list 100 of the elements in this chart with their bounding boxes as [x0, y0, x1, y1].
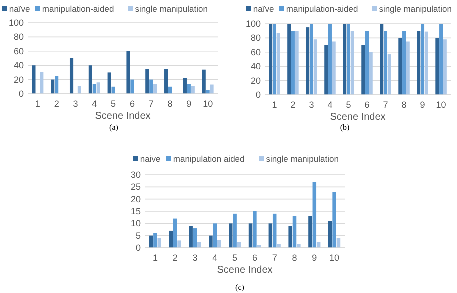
x-tick-label: 4	[92, 99, 98, 109]
bar	[347, 24, 350, 95]
x-tick-label: 9	[186, 99, 192, 109]
bar	[308, 216, 312, 248]
bar	[384, 31, 388, 95]
bar	[257, 245, 261, 248]
bar	[440, 24, 444, 95]
bar	[164, 69, 168, 94]
bar	[406, 42, 410, 95]
x-tick-label: 5	[111, 99, 116, 109]
bar	[402, 31, 406, 95]
bar	[158, 238, 162, 248]
x-tick-label: 7	[383, 100, 388, 110]
y-tick-label: 0	[136, 243, 141, 253]
bar	[332, 192, 336, 248]
x-tick-label: 9	[420, 100, 426, 110]
bar	[92, 84, 96, 94]
bar	[183, 78, 187, 94]
x-tick-label: 6	[364, 100, 370, 110]
y-tick-label: 40	[14, 60, 24, 71]
bar	[272, 214, 277, 248]
bar	[424, 32, 428, 95]
text: (a)	[110, 123, 119, 132]
legend-label: naïve	[253, 4, 274, 14]
x-tick-label: 5	[232, 253, 238, 263]
x-tick-label: 1	[152, 253, 158, 263]
x-tick-label: 1	[35, 99, 40, 109]
y-tick-label: 30	[130, 170, 141, 180]
bar	[253, 212, 257, 248]
bar	[269, 24, 273, 95]
x-tick-label: 6	[130, 99, 135, 109]
bar	[210, 84, 214, 94]
bar	[388, 54, 392, 95]
x-tick-label: 3	[309, 100, 314, 110]
bar	[55, 76, 59, 94]
bar	[193, 228, 198, 248]
bar	[198, 242, 202, 248]
x-tick-label: 3	[73, 99, 78, 109]
bar	[96, 82, 100, 94]
x-tick-label: 9	[312, 253, 318, 263]
bar	[202, 70, 206, 94]
x-axis-title: Scene Index	[330, 112, 386, 123]
legend-label: manipulation-aided	[42, 4, 114, 14]
y-tick-label: 60	[250, 47, 261, 58]
legend-label: single manipulation	[379, 4, 452, 14]
bar	[213, 224, 218, 248]
bar	[443, 40, 447, 95]
bar	[314, 40, 318, 95]
bar	[130, 80, 134, 94]
y-tick-label: 10	[130, 218, 141, 229]
bar	[312, 182, 317, 248]
bar	[191, 86, 195, 94]
bar	[295, 31, 299, 95]
bar	[366, 31, 369, 95]
x-axis-title: Scene Index	[95, 111, 151, 122]
y-tick-label: 40	[250, 62, 261, 72]
x-tick-label: 7	[148, 99, 154, 109]
x-tick-label: 8	[402, 100, 407, 110]
bar	[328, 221, 332, 248]
bar	[350, 31, 354, 95]
y-tick-label: 80	[250, 33, 261, 44]
bar	[292, 216, 297, 248]
x-tick-label: 4	[328, 100, 333, 110]
x-tick-label: 2	[54, 99, 60, 109]
bar	[229, 224, 233, 248]
bar	[306, 28, 310, 95]
legend-label: single manipulation	[266, 154, 340, 164]
y-tick-label: 15	[130, 206, 141, 216]
bar	[233, 214, 237, 248]
bar	[436, 38, 440, 95]
bar	[268, 224, 273, 248]
x-tick-label: 3	[192, 253, 198, 263]
bar	[217, 240, 222, 248]
x-tick-label: 8	[292, 253, 298, 263]
legend-label: naive	[140, 154, 161, 164]
legend-label: naïve	[9, 4, 30, 14]
x-tick-label: 1	[272, 100, 278, 110]
x-axis-title: Scene Index	[217, 265, 273, 276]
bar	[51, 80, 55, 94]
x-tick-label: 4	[212, 253, 218, 263]
bar	[112, 86, 116, 94]
bar	[32, 66, 36, 94]
bar	[248, 224, 253, 248]
bar	[362, 45, 366, 95]
bar	[154, 84, 158, 94]
y-tick-label: 60	[14, 46, 24, 56]
bar	[332, 42, 336, 95]
y-tick-label: 20	[130, 194, 141, 204]
bar	[168, 86, 172, 94]
x-tick-label: 5	[346, 100, 352, 110]
bar	[189, 226, 193, 248]
bar	[78, 86, 82, 94]
bar	[173, 218, 178, 248]
bar	[343, 24, 347, 95]
bar	[417, 31, 421, 95]
bar	[88, 66, 92, 94]
bar	[178, 240, 182, 248]
bar	[310, 24, 314, 95]
y-tick-label: 0	[18, 89, 24, 99]
x-tick-label: 7	[272, 253, 278, 263]
